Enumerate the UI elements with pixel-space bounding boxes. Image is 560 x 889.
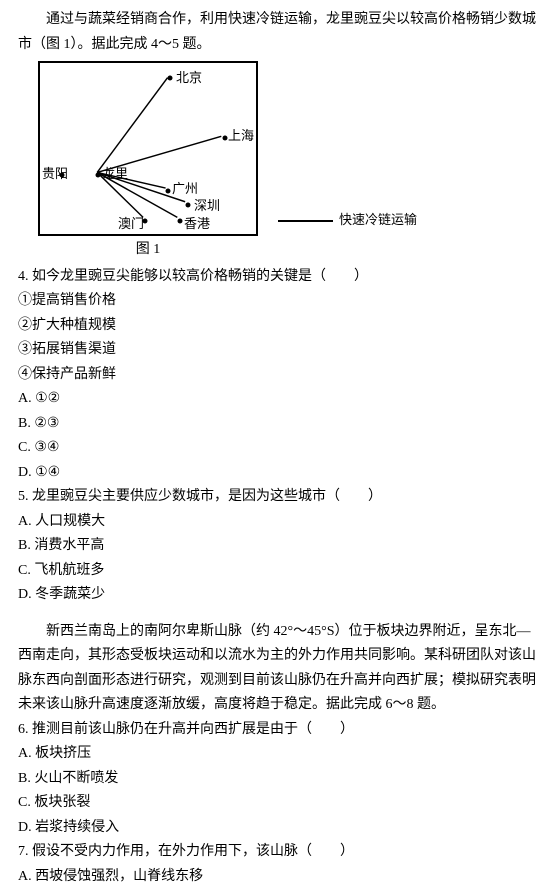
q4-s1: ①提高销售价格 — [18, 289, 542, 314]
passage2-intro: 新西兰南岛上的南阿尔卑斯山脉（约 42°～45°S）位于板块边界附近，呈东北—西… — [18, 620, 542, 718]
q5-c: C. 飞机航班多 — [18, 559, 542, 584]
q4-c: C. ③④ — [18, 436, 542, 461]
q5-d: D. 冬季蔬菜少 — [18, 583, 542, 608]
route-lines — [40, 63, 256, 234]
dot-longli — [96, 173, 101, 178]
passage1-intro: 通过与蔬菜经销商合作，利用快速冷链运输，龙里豌豆尖以较高价格畅销少数城市（图 1… — [18, 8, 542, 57]
legend-text: 快速冷链运输 — [339, 209, 417, 232]
label-guiyang: 贵阳 — [42, 163, 68, 186]
legend-line-icon — [278, 220, 333, 222]
q7-a: A. 西坡侵蚀强烈，山脊线东移 — [18, 865, 542, 889]
label-longli: 龙里 — [102, 163, 128, 186]
q6-b: B. 火山不断喷发 — [18, 767, 542, 792]
q5-stem: 5. 龙里豌豆尖主要供应少数城市，是因为这些城市（ ） — [18, 485, 542, 510]
label-shanghai: 上海 — [228, 125, 254, 148]
label-macau: 澳门 — [118, 213, 144, 236]
q6-c: C. 板块张裂 — [18, 791, 542, 816]
q4-d: D. ①④ — [18, 461, 542, 486]
q6-a: A. 板块挤压 — [18, 742, 542, 767]
label-hongkong: 香港 — [184, 213, 210, 236]
q7-stem: 7. 假设不受内力作用，在外力作用下，该山脉（ ） — [18, 840, 542, 865]
figure1-caption: 图 1 — [28, 238, 268, 263]
q5-b: B. 消费水平高 — [18, 534, 542, 559]
figure1-wrap: 北京 上海 贵阳 龙里 广州 深圳 香港 澳门 快速冷链运输 — [18, 61, 542, 236]
q4-s2: ②扩大种植规模 — [18, 314, 542, 339]
dot-shanghai — [223, 136, 228, 141]
q6-stem: 6. 推测目前该山脉仍在升高并向西扩展是由于（ ） — [18, 718, 542, 743]
dot-beijing — [168, 76, 173, 81]
q4-a: A. ①② — [18, 387, 542, 412]
q5-a: A. 人口规模大 — [18, 510, 542, 535]
q4-s4: ④保持产品新鲜 — [18, 363, 542, 388]
figure1-legend: 快速冷链运输 — [278, 209, 417, 232]
dot-shenzhen — [186, 203, 191, 208]
q4-s3: ③拓展销售渠道 — [18, 338, 542, 363]
q4-stem: 4. 如今龙里豌豆尖能够以较高价格畅销的关键是（ ） — [18, 265, 542, 290]
dot-guangzhou — [166, 189, 171, 194]
label-beijing: 北京 — [176, 67, 202, 90]
dot-hongkong — [178, 219, 183, 224]
q6-d: D. 岩浆持续侵入 — [18, 816, 542, 841]
q4-b: B. ②③ — [18, 412, 542, 437]
figure1-map: 北京 上海 贵阳 龙里 广州 深圳 香港 澳门 — [38, 61, 258, 236]
